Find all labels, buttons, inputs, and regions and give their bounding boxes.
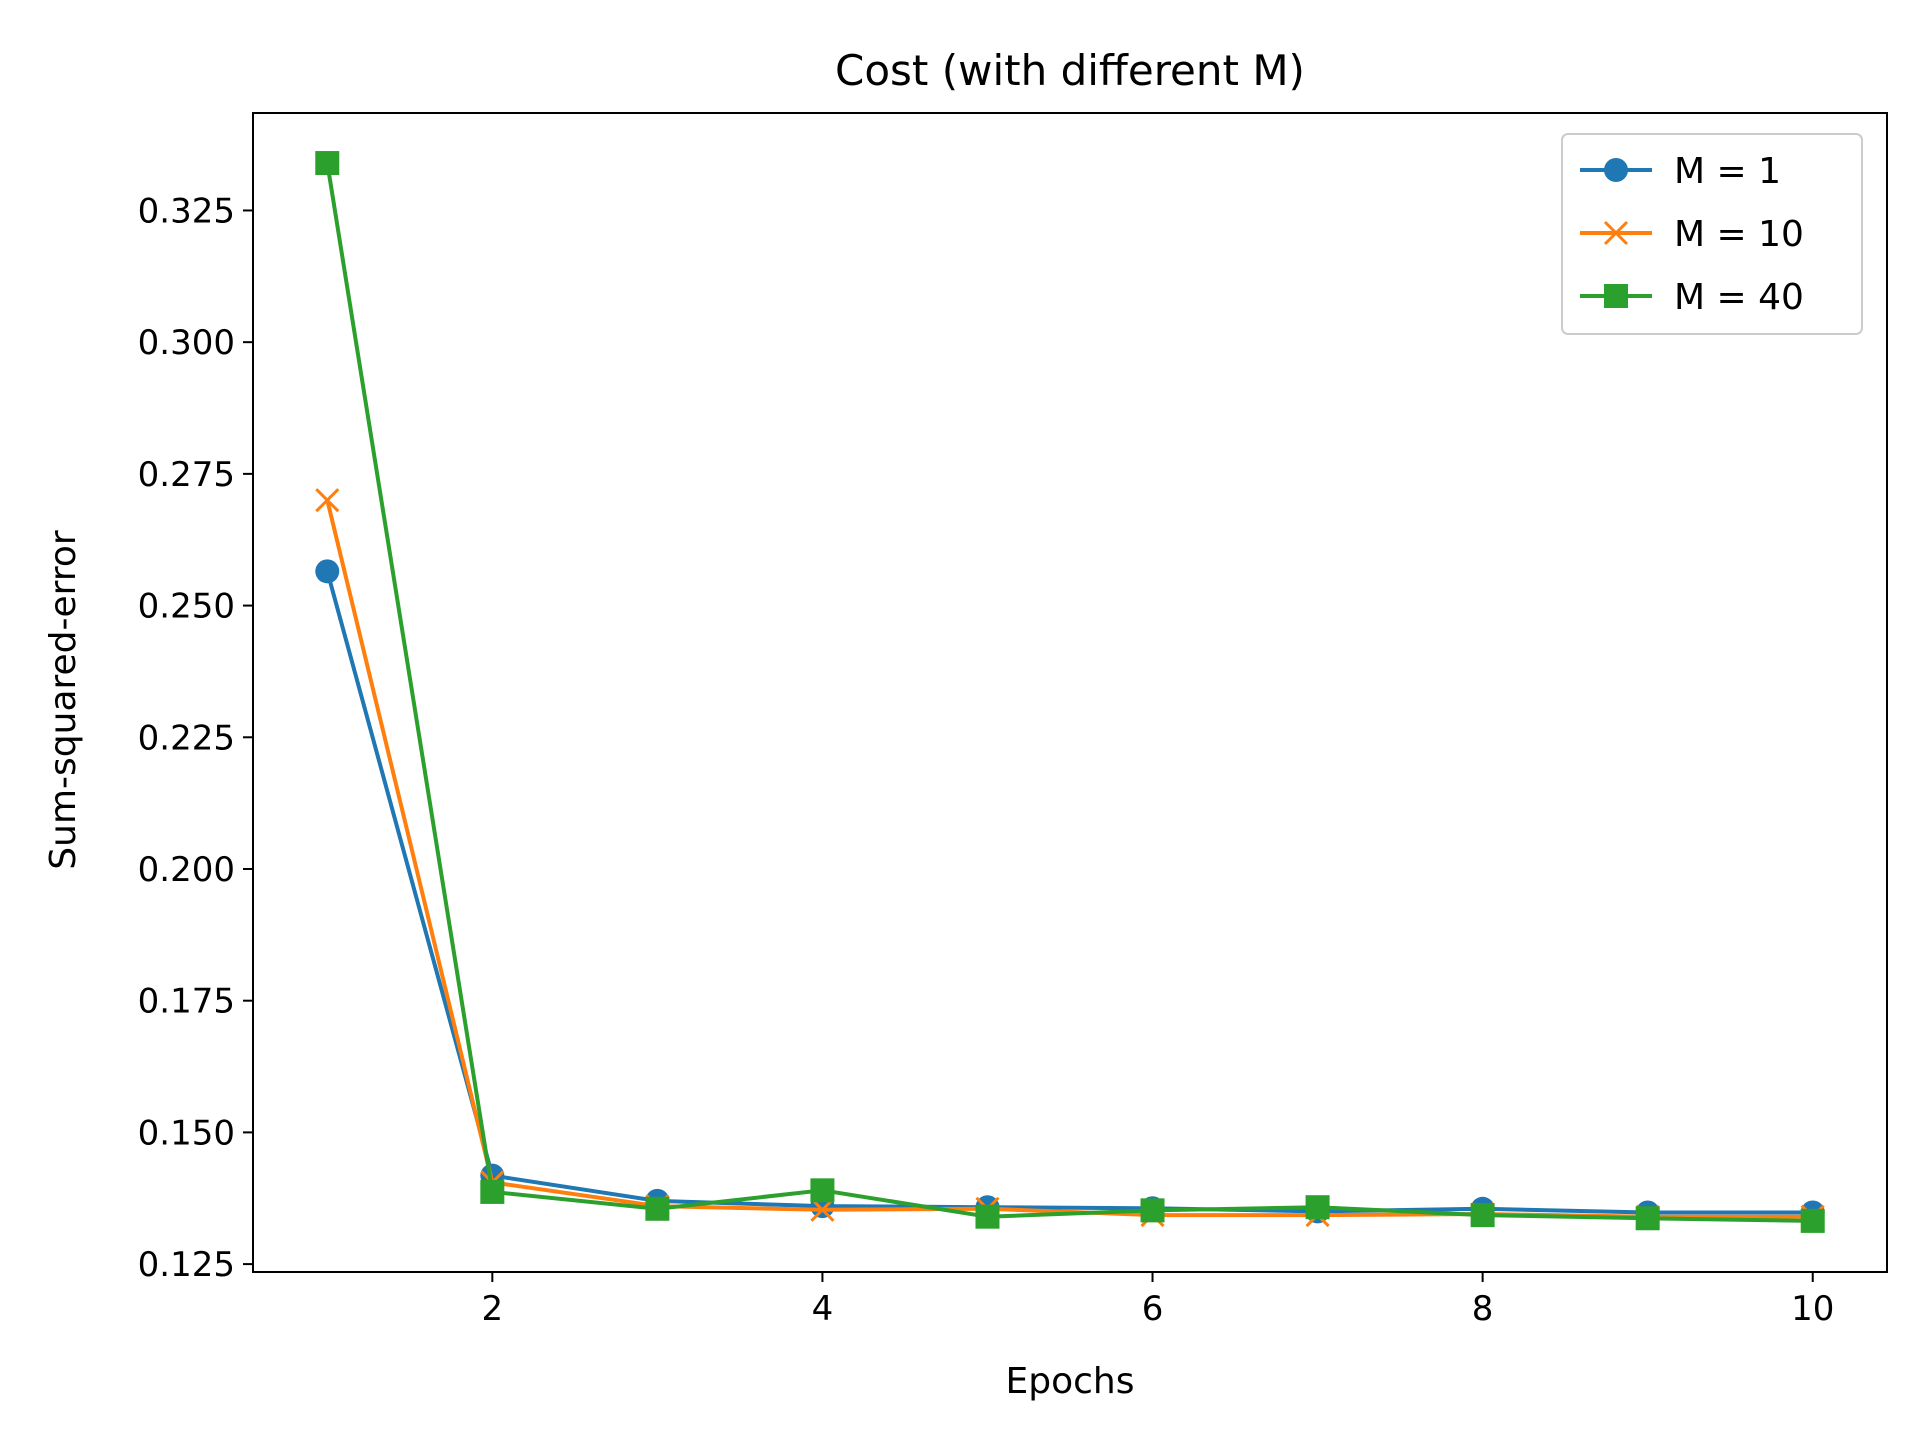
legend-entry: M = 1	[1580, 151, 1781, 192]
x-tick-label: 6	[1142, 1289, 1164, 1329]
chart-title: Cost (with different M)	[835, 46, 1305, 95]
x-tick-label: 10	[1791, 1289, 1834, 1329]
y-tick-label: 0.300	[138, 323, 235, 363]
data-point	[315, 151, 340, 176]
y-axis-label: Sum-squared-error	[43, 530, 84, 870]
data-point	[315, 488, 340, 513]
series-line	[325, 162, 1813, 1223]
y-tick-label: 0.275	[138, 455, 235, 495]
legend-entry: M = 10	[1580, 214, 1804, 255]
data-point	[810, 1197, 835, 1222]
data-point	[1140, 1198, 1165, 1223]
legend-label: M = 1	[1674, 151, 1781, 192]
y-tick-label: 0.200	[138, 850, 235, 890]
y-tick-label: 0.125	[138, 1245, 235, 1285]
data-point	[1635, 1206, 1660, 1231]
data-point	[480, 1179, 505, 1204]
y-tick-label: 0.150	[138, 1113, 235, 1153]
data-point	[1470, 1203, 1495, 1228]
legend-box	[1561, 133, 1863, 335]
data-point	[645, 1196, 670, 1221]
legend-marker	[1604, 158, 1628, 182]
legend-marker	[1604, 284, 1628, 308]
y-tick-label: 0.225	[138, 718, 235, 758]
legend-label: M = 40	[1674, 277, 1804, 318]
plot-area: 2 4 6 8 10 0.125 0.150 0.175 0.200 0.225 0.250 0.27…	[138, 112, 1888, 1329]
data-point	[810, 1178, 835, 1203]
data-point	[1800, 1208, 1825, 1233]
data-point	[315, 559, 340, 584]
x-tick-label: 4	[812, 1289, 834, 1329]
x-tick-label: 2	[482, 1289, 504, 1329]
series-3	[315, 151, 1825, 1233]
axes-frame	[252, 112, 1888, 1273]
series-line	[325, 570, 1813, 1215]
data-point	[975, 1204, 1000, 1229]
legend-entry: M = 40	[1580, 277, 1804, 318]
x-axis-label: Epochs	[1006, 1361, 1135, 1402]
legend: M = 1 M = 10 M = 40	[1561, 133, 1863, 335]
y-tick-label: 0.175	[138, 982, 235, 1022]
y-tick-label: 0.325	[138, 191, 235, 231]
legend-label: M = 10	[1674, 214, 1804, 255]
x-tick-label: 8	[1472, 1289, 1494, 1329]
data-point	[1305, 1195, 1330, 1220]
y-tick-label: 0.250	[138, 587, 235, 627]
legend-marker	[1603, 220, 1629, 246]
